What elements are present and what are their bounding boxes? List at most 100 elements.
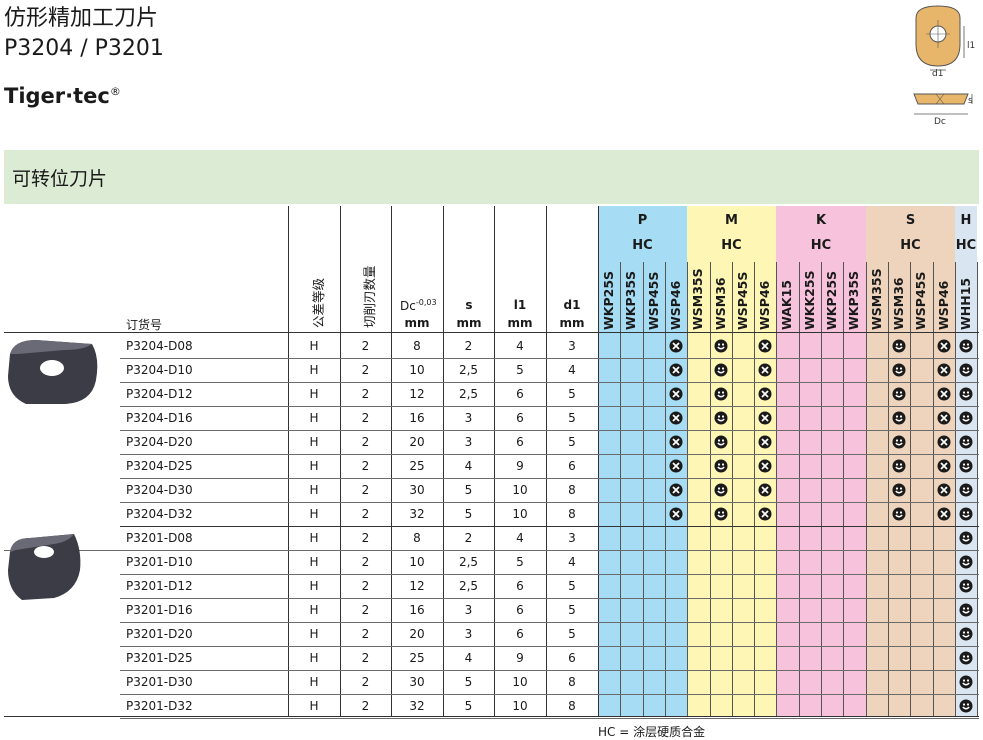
order-number: P3201-D08 bbox=[126, 531, 193, 545]
group-coating-p: HC bbox=[632, 238, 653, 253]
secondary-application-icon bbox=[669, 435, 683, 449]
order-number: P3204-D30 bbox=[126, 483, 193, 497]
d1-cell: 6 bbox=[568, 651, 576, 665]
edges-cell: 2 bbox=[361, 699, 370, 713]
secondary-application-icon bbox=[758, 411, 772, 425]
grid-vline bbox=[977, 262, 978, 716]
secondary-application-icon bbox=[758, 483, 772, 497]
l1-cell: 5 bbox=[516, 555, 524, 569]
dc-cell: 8 bbox=[413, 339, 421, 353]
grid-vline bbox=[494, 206, 495, 716]
row-rule bbox=[120, 718, 979, 719]
grade-name: WHH15 bbox=[958, 277, 973, 330]
grid-vline bbox=[443, 206, 444, 716]
grade-name: WKP25S bbox=[824, 270, 839, 330]
main-application-icon bbox=[714, 483, 728, 497]
row-rule bbox=[120, 406, 979, 407]
order-number: P3204-D16 bbox=[126, 411, 193, 425]
d1-cell: 8 bbox=[568, 675, 576, 689]
s-cell: 2,5 bbox=[458, 387, 479, 401]
tolerance-cell: H bbox=[309, 387, 319, 401]
tolerance-cell: H bbox=[309, 627, 319, 641]
secondary-application-icon bbox=[669, 411, 683, 425]
row-rule bbox=[4, 550, 979, 551]
secondary-application-icon bbox=[937, 435, 951, 449]
l1-cell: 6 bbox=[516, 435, 524, 449]
row-rule bbox=[120, 574, 979, 575]
order-number: P3204-D25 bbox=[126, 459, 193, 473]
grid-vline bbox=[598, 206, 599, 716]
secondary-application-icon bbox=[758, 435, 772, 449]
dc-cell: 30 bbox=[409, 675, 425, 689]
edges-cell: 2 bbox=[361, 387, 370, 401]
grid-vline bbox=[843, 262, 844, 716]
main-application-icon bbox=[892, 411, 906, 425]
dc-cell: 20 bbox=[409, 435, 425, 449]
secondary-application-icon bbox=[669, 387, 683, 401]
tolerance-cell: H bbox=[309, 603, 319, 617]
row-rule bbox=[120, 598, 979, 599]
s-cell: 5 bbox=[464, 507, 473, 521]
secondary-application-icon bbox=[758, 459, 772, 473]
d1-cell: 8 bbox=[568, 507, 576, 521]
dc-cell: 10 bbox=[409, 555, 425, 569]
main-application-icon bbox=[714, 363, 728, 377]
row-rule bbox=[120, 502, 979, 503]
tolerance-cell: H bbox=[309, 507, 319, 521]
dc-tolerance: -0,03 bbox=[415, 298, 437, 307]
main-application-icon bbox=[959, 387, 973, 401]
main-application-icon bbox=[714, 387, 728, 401]
brand-name: Tiger·tec® bbox=[4, 84, 121, 108]
section-title: 可转位刀片 bbox=[12, 168, 108, 190]
row-rule bbox=[120, 454, 979, 455]
main-application-icon bbox=[959, 459, 973, 473]
dc-cell: 20 bbox=[409, 627, 425, 641]
secondary-application-icon bbox=[669, 507, 683, 521]
l1-cell: 9 bbox=[516, 651, 524, 665]
group-coating-m: HC bbox=[721, 238, 742, 253]
col-header-unit: mm bbox=[456, 316, 482, 330]
tolerance-cell: H bbox=[309, 675, 319, 689]
s-cell: 2,5 bbox=[458, 555, 479, 569]
grid-vline bbox=[710, 262, 711, 716]
l1-cell: 10 bbox=[512, 675, 528, 689]
row-rule bbox=[120, 430, 979, 431]
table-bottom-rule bbox=[4, 716, 979, 717]
grade-name: WSP46 bbox=[757, 280, 772, 330]
col-header-s: s bbox=[465, 298, 473, 312]
l1-cell: 6 bbox=[516, 579, 524, 593]
main-application-icon bbox=[959, 339, 973, 353]
grid-vline bbox=[546, 206, 547, 716]
dc-cell: 12 bbox=[409, 387, 425, 401]
main-application-icon bbox=[959, 507, 973, 521]
tolerance-cell: H bbox=[309, 411, 319, 425]
s-cell: 2 bbox=[464, 531, 473, 545]
grid-vline bbox=[933, 262, 934, 716]
grid-vline bbox=[643, 262, 644, 716]
main-application-icon bbox=[959, 411, 973, 425]
grade-name: WSM35S bbox=[690, 268, 705, 330]
grid-vline bbox=[620, 262, 621, 716]
col-header-order: 订货号 bbox=[126, 318, 163, 332]
main-application-icon bbox=[714, 507, 728, 521]
order-number: P3204-D08 bbox=[126, 339, 193, 353]
grid-vline bbox=[391, 206, 392, 716]
tolerance-cell: H bbox=[309, 339, 319, 353]
row-rule bbox=[120, 670, 979, 671]
col-header-d1: d1 bbox=[563, 298, 581, 312]
order-number: P3201-D25 bbox=[126, 651, 193, 665]
l1-cell: 4 bbox=[516, 339, 524, 353]
tolerance-cell: H bbox=[309, 363, 319, 377]
order-number: P3201-D12 bbox=[126, 579, 193, 593]
grade-name: WKP25S bbox=[601, 270, 616, 330]
edges-cell: 2 bbox=[361, 555, 370, 569]
edges-cell: 2 bbox=[361, 339, 370, 353]
product-codes: P3204 / P3201 bbox=[4, 36, 164, 61]
order-number: P3204-D12 bbox=[126, 387, 193, 401]
l1-cell: 5 bbox=[516, 363, 524, 377]
edges-cell: 2 bbox=[361, 363, 370, 377]
group-coating-k: HC bbox=[810, 238, 832, 253]
main-application-icon bbox=[959, 651, 973, 665]
col-header-unit: mm bbox=[559, 316, 585, 330]
secondary-application-icon bbox=[758, 507, 772, 521]
